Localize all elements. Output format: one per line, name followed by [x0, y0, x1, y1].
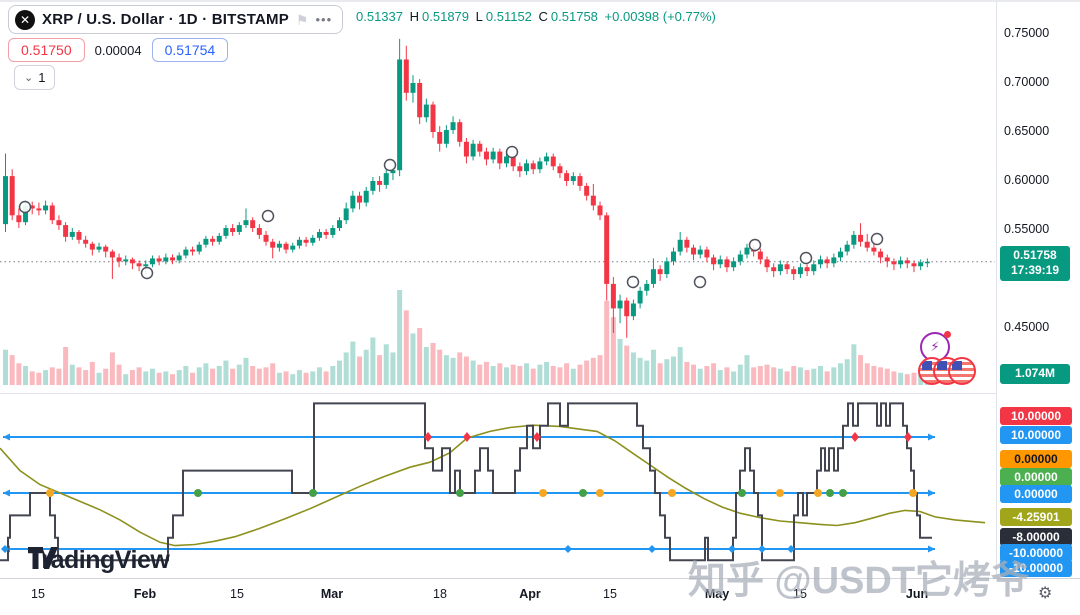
- time-axis-label: Jun: [905, 587, 929, 601]
- tradingview-logo[interactable]: TradingView: [28, 546, 170, 575]
- interval-button[interactable]: ⌄ 1: [14, 65, 56, 90]
- indicator-value-badge: 0.00000: [1000, 485, 1072, 503]
- ohlc-readout: 0.51337 H 0.51879 L 0.51152 C 0.51758 +0.00…: [356, 9, 719, 24]
- spread-value: 0.00004: [94, 42, 142, 58]
- signal-line: [0, 424, 986, 547]
- ohlc-close: 0.51758: [550, 9, 598, 24]
- ohlc-high-label: H: [409, 9, 420, 24]
- buy-price-button[interactable]: 0.51754: [151, 38, 229, 62]
- indicator-value-badge: -10.00000: [1000, 559, 1072, 577]
- time-axis-label: Mar: [320, 587, 344, 601]
- time-axis-label: 15: [603, 587, 617, 601]
- xrp-logo-icon: ✕: [15, 9, 35, 30]
- indicator-value-badge: 0.00000: [1000, 450, 1072, 468]
- time-axis-label: 15: [230, 587, 244, 601]
- chevron-down-icon: ⌄: [24, 72, 34, 84]
- price-axis-label: 0.55000: [1004, 222, 1050, 236]
- ohlc-open: 0.51337: [356, 9, 403, 24]
- chart-frame: [0, 0, 1080, 579]
- last-price-value: 0.51758: [1013, 247, 1057, 262]
- time-axis-label: 18: [433, 587, 447, 601]
- indicator-markers: [1, 432, 917, 553]
- indicator-value-badge: 0.00000: [1000, 468, 1072, 486]
- watermark-text: 知乎 @USDT它烤爷: [688, 560, 1030, 602]
- flag-icon[interactable]: ⚑: [295, 11, 309, 28]
- volume-layer: [3, 290, 930, 385]
- volume-badge: 1.074M: [1000, 364, 1070, 384]
- price-axis-label: 0.70000: [1004, 75, 1050, 89]
- more-options-icon[interactable]: •••: [315, 12, 333, 27]
- indicator-value-badge: -4.25901: [1000, 508, 1072, 526]
- sell-price-button[interactable]: 0.51750: [8, 38, 85, 62]
- indicator-value-badge: 10.00000: [1000, 426, 1072, 444]
- last-price-time: 17:39:19: [1010, 263, 1060, 278]
- ohlc-low: 0.51152: [485, 9, 532, 24]
- ohlc-change: +0.00398 (+0.77%): [604, 9, 716, 24]
- last-price-badge: 0.51758 17:39:19: [1000, 245, 1070, 281]
- notification-dot: [944, 331, 951, 338]
- time-axis-label: May: [704, 587, 730, 601]
- price-axis-label: 0.65000: [1004, 124, 1050, 138]
- ohlc-high: 0.51879: [422, 9, 470, 24]
- price-axis-label: 0.75000: [1004, 26, 1050, 40]
- indicator-value-badge: -10.00000: [1000, 544, 1072, 562]
- tradingview-logo-icon: [28, 547, 58, 569]
- indicator-value-badge: 10.00000: [1000, 407, 1072, 425]
- gear-icon[interactable]: ⚙: [1038, 585, 1053, 602]
- step-line: [0, 402, 932, 562]
- flag-circle-icon: [948, 357, 976, 385]
- quote-row: 0.51750 0.00004 0.51754: [8, 38, 229, 62]
- interval-label: 1: [38, 70, 46, 85]
- price-axis-label: 0.60000: [1004, 173, 1050, 187]
- ohlc-close-label: C: [538, 9, 548, 24]
- trade-circle-markers: [18, 145, 884, 289]
- ohlc-low-label: L: [475, 9, 483, 24]
- indicator-value-badge: -8.00000: [1000, 528, 1072, 546]
- candles-layer: [3, 38, 930, 338]
- time-axis-label: Apr: [519, 587, 541, 601]
- symbol-header[interactable]: ✕ XRP / U.S. Dollar · 1D · BITSTAMP ⚑ ••…: [8, 5, 344, 34]
- lightning-glyph: ⚡: [930, 339, 940, 354]
- symbol-title: XRP / U.S. Dollar · 1D · BITSTAMP: [42, 11, 289, 28]
- time-axis-label: 15: [31, 587, 45, 601]
- price-axis-label: 0.45000: [1004, 320, 1050, 334]
- time-axis-label: 15: [793, 587, 807, 601]
- time-axis-label: Feb: [133, 587, 157, 601]
